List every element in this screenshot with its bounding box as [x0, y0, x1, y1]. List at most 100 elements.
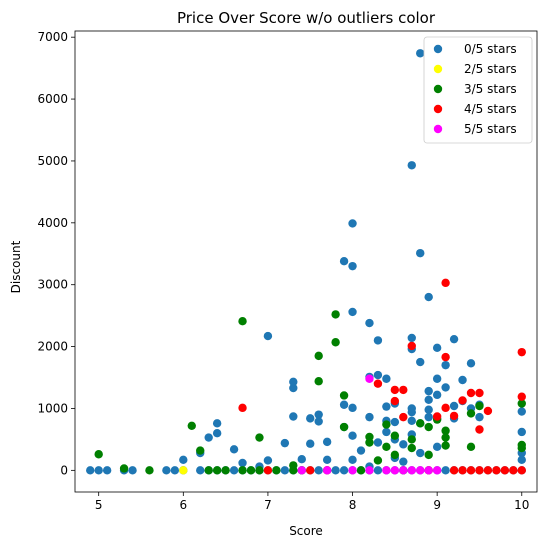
data-point	[399, 466, 408, 475]
data-point	[314, 410, 323, 419]
data-point	[297, 455, 306, 464]
data-point	[128, 466, 137, 475]
data-point	[263, 466, 273, 475]
data-point	[348, 466, 357, 475]
legend-item: 0/5 stars	[433, 42, 517, 56]
data-point	[517, 443, 526, 453]
data-point	[416, 419, 425, 428]
legend: 0/5 stars 2/5 stars 3/5 stars 4/5 stars 5/5 …	[423, 36, 533, 144]
data-point	[517, 407, 526, 416]
series-3	[238, 278, 526, 475]
data-point	[441, 383, 450, 392]
data-point	[212, 466, 222, 475]
data-point	[382, 466, 391, 475]
data-point	[204, 433, 213, 442]
y-tick-label: 1000	[37, 401, 68, 415]
data-point	[424, 292, 433, 302]
legend-item: 5/5 stars	[433, 122, 517, 136]
data-point	[339, 400, 349, 409]
data-point	[424, 386, 433, 396]
data-point	[407, 466, 416, 475]
data-point	[517, 347, 526, 357]
data-point	[407, 435, 416, 444]
data-point	[322, 455, 332, 465]
data-point	[196, 466, 205, 475]
y-tick-label: 5000	[37, 154, 68, 168]
legend-item: 4/5 stars	[433, 102, 517, 116]
data-point	[424, 405, 433, 414]
data-point	[339, 466, 349, 475]
data-point	[407, 341, 416, 351]
legend-item: 2/5 stars	[433, 62, 517, 76]
data-point	[373, 370, 383, 380]
data-point	[517, 427, 526, 437]
data-point	[441, 441, 450, 450]
data-point	[280, 466, 290, 475]
legend-label: 5/5 stars	[464, 122, 517, 136]
data-point	[238, 317, 247, 326]
legend-marker	[433, 44, 443, 54]
series-2	[94, 310, 526, 475]
data-point	[263, 456, 273, 465]
data-point	[382, 374, 391, 383]
series-4	[297, 374, 442, 475]
x-tick-label: 7	[264, 498, 272, 512]
data-point	[399, 412, 408, 422]
data-point	[322, 466, 332, 475]
data-point	[373, 379, 383, 388]
y-tick-label: 4000	[37, 216, 68, 230]
data-point	[348, 261, 357, 271]
legend-marker	[433, 84, 443, 94]
data-point	[348, 455, 357, 465]
data-point	[416, 466, 425, 475]
data-point	[373, 336, 383, 345]
data-point	[289, 412, 298, 421]
data-point	[382, 427, 391, 437]
data-point	[289, 383, 298, 393]
data-point	[407, 407, 416, 417]
data-point	[204, 466, 213, 475]
data-point	[483, 406, 493, 416]
data-point	[390, 417, 400, 427]
data-point	[441, 433, 450, 442]
data-point	[229, 466, 239, 475]
data-point	[306, 466, 315, 475]
y-tick-label: 7000	[37, 30, 68, 44]
data-point	[314, 466, 323, 475]
data-point	[229, 445, 239, 454]
data-point	[179, 455, 188, 465]
data-point	[416, 248, 425, 258]
data-point	[441, 278, 450, 288]
data-point	[272, 466, 281, 475]
data-point	[424, 466, 433, 475]
legend-box	[423, 36, 533, 144]
legend-label: 3/5 stars	[464, 82, 517, 96]
data-point	[416, 357, 425, 367]
data-point	[306, 414, 315, 423]
data-point	[416, 448, 425, 458]
data-point	[390, 396, 400, 406]
data-point	[331, 466, 340, 475]
data-point	[348, 403, 357, 413]
data-point	[356, 446, 366, 455]
data-point	[365, 374, 374, 383]
data-point	[458, 375, 467, 385]
data-point	[322, 437, 332, 447]
data-point	[390, 431, 400, 440]
data-point	[365, 412, 374, 422]
y-tick-label: 0	[60, 463, 68, 477]
legend-item: 3/5 stars	[433, 82, 517, 96]
data-point	[475, 388, 484, 398]
data-point	[441, 352, 450, 362]
data-point	[432, 442, 442, 452]
data-point	[517, 399, 526, 408]
data-point	[365, 466, 374, 475]
data-point	[432, 412, 442, 421]
legend-marker	[433, 124, 443, 134]
x-tick-label: 8	[349, 498, 357, 512]
data-point	[466, 388, 476, 398]
data-point	[196, 446, 205, 455]
data-point	[382, 442, 391, 452]
data-point	[238, 458, 247, 468]
